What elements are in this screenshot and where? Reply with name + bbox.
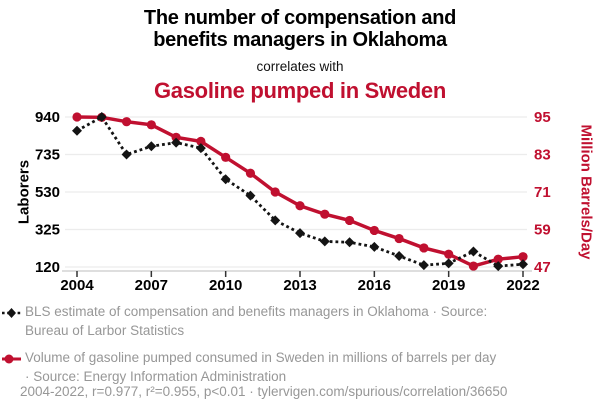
x-tick-label: 2019	[432, 277, 465, 294]
left-tick-label: 120	[35, 259, 60, 276]
right-axis-ticks: 95 83 71 59 47	[534, 109, 551, 276]
red-circle-solid-line-icon	[2, 354, 21, 364]
series-circle	[72, 112, 528, 271]
left-tick-label: 530	[35, 184, 60, 201]
left-tick-label: 325	[35, 222, 60, 239]
x-tick-label: 2013	[283, 277, 316, 294]
legend-item-gasoline: Volume of gasoline pumped consumed in Sw…	[2, 349, 577, 386]
left-axis-ticks: 940 735 530 325 120	[35, 109, 60, 276]
series-diamond	[72, 112, 528, 272]
chart-header: The number of compensation and benefits …	[0, 7, 600, 104]
connector-text: correlates with	[256, 58, 344, 74]
stats-footer: 2004-2022, r=0.977, r²=0.955, p<0.01 · t…	[20, 384, 508, 399]
legend: BLS estimate of compensation and benefit…	[2, 303, 577, 387]
secondary-title: Gasoline pumped in Sweden	[154, 77, 446, 103]
right-axis-title: Million Barrels/Day	[577, 124, 595, 260]
x-tick-label: 2016	[358, 277, 391, 294]
right-tick-label: 95	[534, 109, 551, 126]
correlation-line-chart: 2004 2007 2010 2013 2016 2019 2022 940 735 530 325…	[35, 109, 551, 294]
right-tick-label: 47	[534, 259, 551, 276]
x-axis: 2004 2007 2010 2013 2016 2019 2022	[60, 270, 540, 294]
right-tick-label: 71	[534, 184, 551, 201]
legend-item-managers: BLS estimate of compensation and benefit…	[2, 303, 577, 340]
legend-item-label: Volume of gasoline pumped consumed in Sw…	[25, 350, 497, 384]
left-tick-label: 735	[35, 147, 60, 164]
black-diamond-dotted-line-icon	[2, 308, 21, 318]
x-tick-label: 2007	[135, 277, 168, 294]
chart-area: Laborers 2004 2007 2010 2013 2016 2019 2022 940…	[0, 98, 600, 298]
right-tick-label: 59	[534, 222, 551, 239]
x-tick-label: 2010	[209, 277, 242, 294]
x-tick-label: 2004	[60, 277, 94, 294]
legend-item-label: BLS estimate of compensation and benefit…	[25, 304, 488, 338]
right-tick-label: 83	[534, 147, 551, 164]
primary-title: The number of compensation and benefits …	[143, 7, 457, 52]
left-tick-label: 940	[35, 109, 60, 126]
gridlines	[65, 116, 527, 268]
x-tick-label: 2022	[506, 277, 539, 294]
